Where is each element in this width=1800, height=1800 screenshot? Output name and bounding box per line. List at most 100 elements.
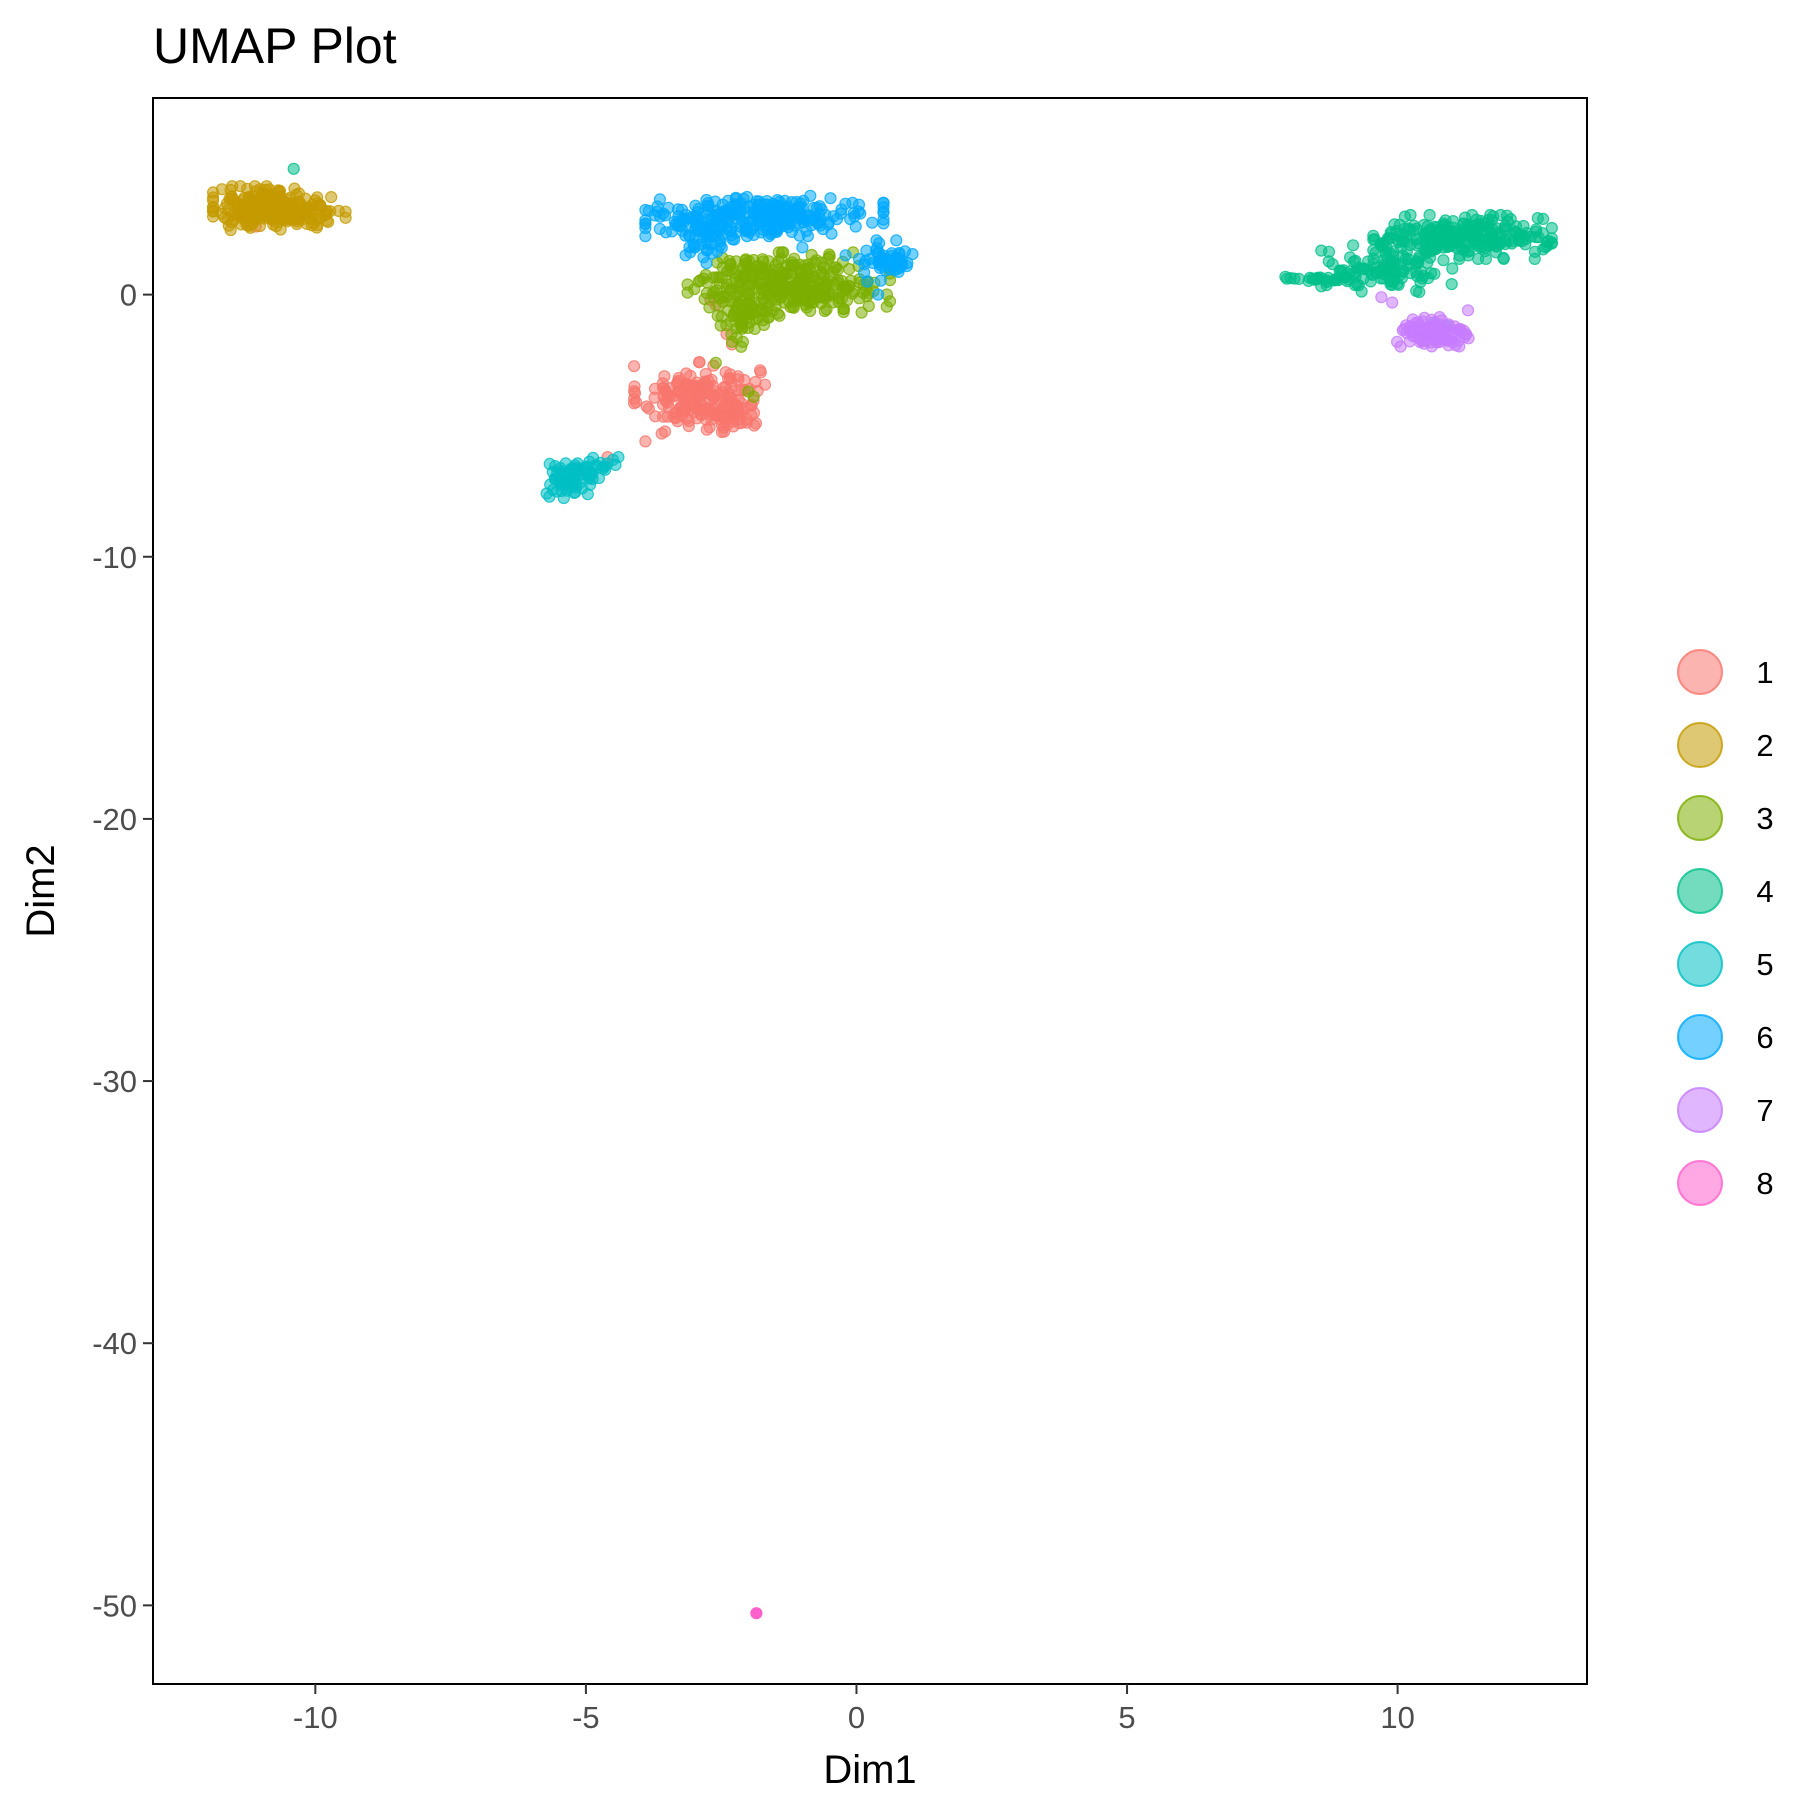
data-point xyxy=(685,397,698,411)
data-point xyxy=(1386,296,1399,309)
data-point xyxy=(743,306,756,319)
legend-item-1: 1 xyxy=(1677,649,1774,695)
data-point xyxy=(866,216,879,229)
data-point xyxy=(1489,229,1503,242)
data-point xyxy=(226,180,239,193)
series-5 xyxy=(540,451,625,505)
data-point xyxy=(727,309,740,322)
data-point xyxy=(703,301,716,314)
data-point xyxy=(688,380,702,393)
data-point xyxy=(852,198,866,211)
data-point xyxy=(824,192,837,205)
legend-key xyxy=(1677,795,1723,841)
chart-title: UMAP Plot xyxy=(153,18,397,74)
legend-label: 8 xyxy=(1756,1166,1773,1201)
legend-label: 4 xyxy=(1756,874,1773,909)
legend-key xyxy=(1677,1014,1723,1060)
data-point xyxy=(1413,285,1426,299)
x-tick-label: -5 xyxy=(572,1700,600,1735)
data-point xyxy=(1346,239,1360,252)
data-point xyxy=(1446,262,1459,275)
data-point xyxy=(1473,221,1487,234)
data-point xyxy=(689,199,702,212)
data-point xyxy=(730,399,744,412)
data-point xyxy=(672,371,685,385)
legend-key xyxy=(1677,1087,1723,1133)
data-point xyxy=(858,258,871,271)
data-point xyxy=(1519,232,1532,246)
data-point xyxy=(1536,212,1550,225)
data-point xyxy=(656,410,670,423)
data-point xyxy=(612,451,625,464)
data-point xyxy=(730,226,743,239)
data-point xyxy=(765,226,778,239)
data-point xyxy=(780,280,793,293)
data-point xyxy=(823,248,836,261)
y-tick-label: -30 xyxy=(92,1064,137,1099)
data-point xyxy=(1365,267,1378,280)
legend: 1 2 3 4 5 6 7 8 xyxy=(1677,649,1774,1206)
data-point xyxy=(758,378,772,391)
data-point xyxy=(1425,244,1439,257)
data-point xyxy=(877,197,890,210)
data-point xyxy=(309,194,322,207)
series-4 xyxy=(287,162,1558,333)
data-point xyxy=(1398,210,1412,223)
data-point xyxy=(785,259,799,272)
data-point xyxy=(1314,271,1327,284)
data-point xyxy=(696,404,709,417)
data-point xyxy=(1465,208,1479,222)
data-point xyxy=(737,270,750,283)
data-point xyxy=(714,319,727,332)
data-point xyxy=(597,460,610,473)
data-point xyxy=(772,212,786,225)
data-point xyxy=(215,183,228,196)
data-point xyxy=(1497,251,1510,264)
data-point xyxy=(579,460,592,473)
data-point xyxy=(710,410,723,423)
data-point xyxy=(648,382,662,395)
data-point xyxy=(785,225,798,238)
legend-item-3: 3 xyxy=(1677,795,1774,841)
data-point xyxy=(228,194,241,207)
series-8 xyxy=(750,1607,763,1620)
y-axis: 0 -10 -20 -30 -40 -50 xyxy=(92,278,153,1623)
data-point xyxy=(874,274,887,287)
data-point xyxy=(843,280,856,293)
data-point xyxy=(682,415,695,428)
data-point xyxy=(1322,245,1336,258)
series-7 xyxy=(1375,291,1475,353)
data-point xyxy=(1418,230,1432,243)
data-point xyxy=(249,203,262,216)
data-point xyxy=(766,280,779,293)
legend-item-8: 8 xyxy=(1677,1160,1774,1206)
data-point xyxy=(716,228,729,241)
data-point xyxy=(1292,272,1306,285)
data-point xyxy=(732,297,745,310)
data-point xyxy=(1532,231,1545,244)
series-6 xyxy=(639,189,919,301)
data-point xyxy=(1423,208,1436,222)
data-point xyxy=(278,214,291,227)
x-tick-label: 0 xyxy=(848,1700,865,1735)
data-point xyxy=(339,205,352,218)
legend-key xyxy=(1677,941,1723,987)
data-point xyxy=(721,204,734,217)
data-point xyxy=(671,203,685,216)
data-point xyxy=(566,463,579,477)
data-point xyxy=(818,290,832,303)
data-point xyxy=(879,252,892,265)
data-point xyxy=(261,188,274,201)
data-point xyxy=(733,413,746,426)
data-point xyxy=(799,210,812,223)
legend-key xyxy=(1677,868,1723,914)
data-point xyxy=(1445,278,1458,291)
data-point xyxy=(831,263,845,276)
x-tick-label: 10 xyxy=(1380,1700,1414,1735)
data-point xyxy=(712,271,726,284)
data-point xyxy=(318,209,331,222)
data-point xyxy=(877,217,890,230)
data-point xyxy=(1433,311,1446,324)
x-tick-label: -10 xyxy=(293,1700,338,1735)
